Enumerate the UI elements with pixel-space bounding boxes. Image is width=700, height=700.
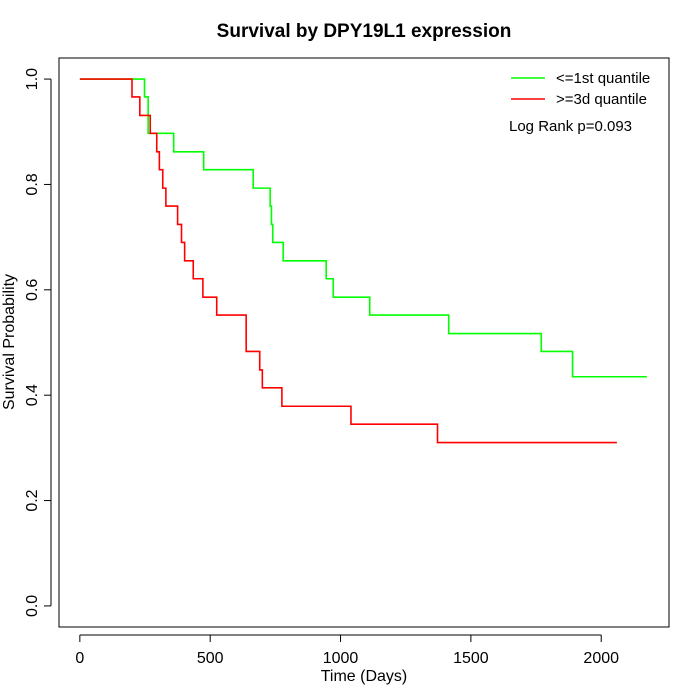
x-tick-label: 500	[197, 650, 224, 667]
series-line-2	[79, 78, 617, 444]
x-tick-label: 2000	[583, 650, 619, 667]
x-tick-label: 0	[75, 650, 84, 667]
series-layer	[79, 78, 647, 444]
legend-label: <=1st quantile	[556, 70, 650, 87]
y-axis-label: Survival Probability	[1, 274, 18, 410]
y-tick-label: 0.2	[24, 489, 41, 511]
y-axis: 0.0 0.2 0.4 0.6 0.8 1.0	[24, 68, 52, 617]
series-line-1	[79, 78, 647, 378]
chart-title: Survival by DPY19L1 expression	[217, 21, 512, 42]
y-tick-label: 0.6	[24, 279, 41, 301]
y-tick-label: 0.4	[24, 384, 41, 406]
legend-label: >=3d quantile	[556, 91, 647, 108]
log-rank-annotation: Log Rank p=0.093	[509, 118, 632, 135]
y-tick-label: 0.0	[24, 595, 41, 617]
plot-frame	[58, 57, 670, 628]
legend: <=1st quantile >=3d quantile	[511, 70, 650, 108]
x-tick-label: 1000	[323, 650, 359, 667]
y-tick-label: 0.8	[24, 173, 41, 195]
x-axis-label: Time (Days)	[321, 668, 408, 685]
y-tick-label: 1.0	[24, 68, 41, 90]
x-axis: 0 500 1000 1500 2000	[75, 634, 619, 667]
x-tick-label: 1500	[453, 650, 489, 667]
